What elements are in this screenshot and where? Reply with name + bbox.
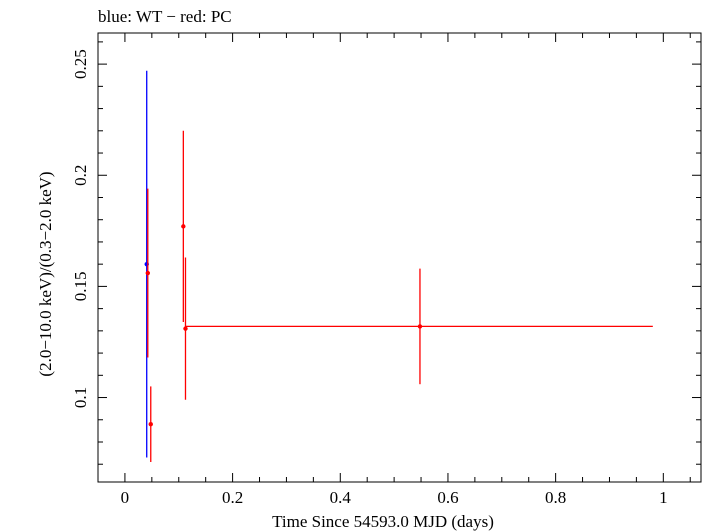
y-tick-label: 0.25 [71, 49, 90, 79]
data-point-pc [185, 268, 653, 385]
chart-title: blue: WT − red: PC [98, 7, 232, 26]
x-tick-label: 0.6 [437, 488, 458, 507]
x-tick-label: 0.8 [545, 488, 566, 507]
plot-frame [97, 32, 702, 483]
y-tick-label: 0.1 [71, 387, 90, 408]
data-marks [144, 70, 653, 462]
y-tick-labels: 0.1 0.15 0.2 0.25 [71, 49, 90, 408]
point-marker [148, 422, 153, 427]
x-axis-label: Time Since 54593.0 MJD (days) [272, 512, 494, 531]
y-tick-label: 0.15 [71, 272, 90, 302]
point-marker [183, 326, 188, 331]
axis-ticks [97, 33, 701, 482]
point-marker [181, 224, 186, 229]
x-tick-label: 0 [121, 488, 130, 507]
y-tick-label: 0.2 [71, 165, 90, 186]
y-axis-label: (2.0−10.0 keV)/(0.3−2.0 keV) [36, 171, 55, 376]
point-marker [145, 270, 151, 276]
x-tick-labels: 0 0.2 0.4 0.6 0.8 1 [121, 488, 668, 507]
data-point-pc [145, 188, 151, 358]
x-tick-label: 1 [659, 488, 668, 507]
data-point-pc [181, 130, 186, 322]
x-tick-label: 0.2 [222, 488, 243, 507]
point-marker [417, 324, 423, 329]
data-point-pc [183, 257, 188, 400]
x-tick-label: 0.4 [330, 488, 352, 507]
data-point-pc [148, 386, 153, 462]
